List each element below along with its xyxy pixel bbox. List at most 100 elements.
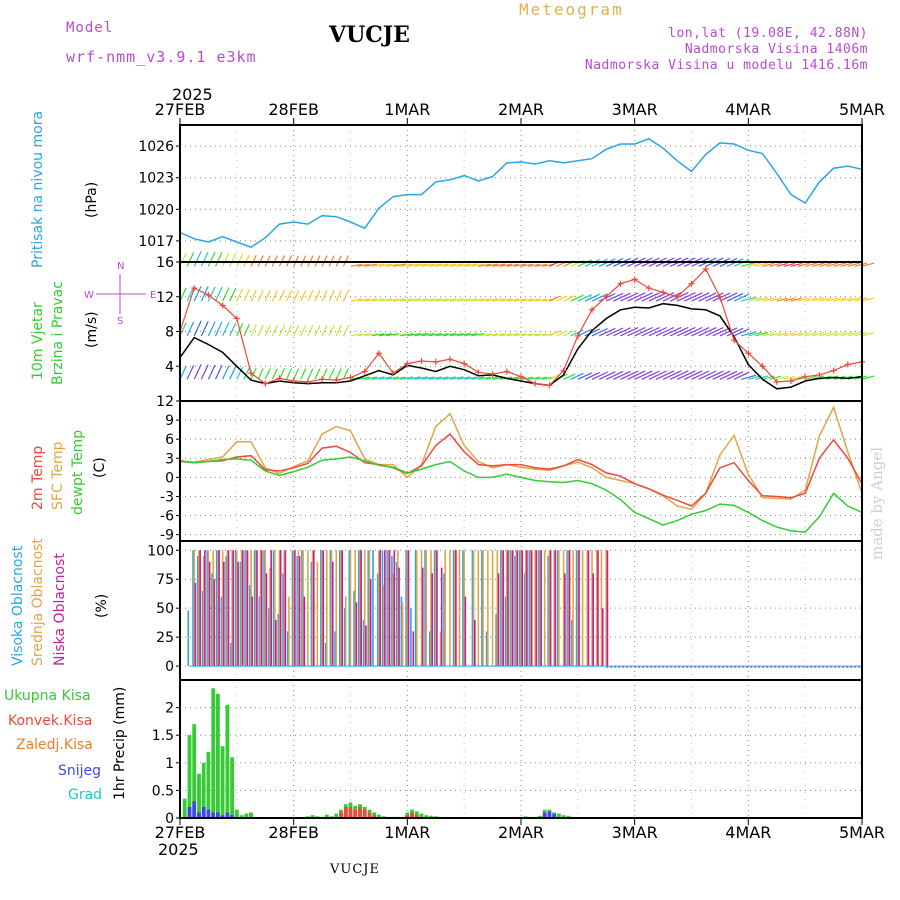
- day-label-top: 1MAR: [384, 100, 430, 119]
- wind-barb: [748, 331, 762, 337]
- wind-label-2: Brzina i Pravac: [50, 281, 66, 385]
- wind-barb: [833, 297, 846, 302]
- wind-barb: [378, 333, 393, 337]
- cloud-label-high: Visoka Oblacnost: [10, 545, 26, 666]
- wind-barb: [527, 298, 541, 302]
- wind-barb: [342, 289, 350, 302]
- wind-barb: [286, 289, 293, 302]
- gust-marker: [290, 378, 297, 385]
- wind-barb: [193, 285, 202, 302]
- precip-bar-snijeg: [201, 807, 206, 818]
- footer-station: VUCJE: [330, 862, 380, 877]
- day-label-top: 5MAR: [839, 100, 885, 119]
- wind-barb: [492, 333, 506, 337]
- wind-barb: [307, 368, 314, 380]
- wind-barb: [805, 332, 817, 337]
- wind-barb: [726, 327, 744, 337]
- precip-bar-ukupnakisa: [557, 813, 561, 818]
- wind-barb: [691, 292, 710, 302]
- precip-bar-ukupnakisa: [239, 815, 244, 818]
- gust-marker: [418, 358, 425, 365]
- pressure-unit: (hPa): [84, 182, 100, 218]
- wind-barb: [414, 298, 428, 302]
- wind-barb: [528, 263, 541, 267]
- wind-barb: [712, 370, 731, 380]
- wind-barb: [805, 262, 817, 267]
- precip-bar-ukupnakisa: [334, 813, 339, 818]
- wind-barb: [278, 368, 286, 380]
- gust-marker: [461, 360, 468, 367]
- day-label-bottom: 1MAR: [384, 823, 430, 842]
- wind-barb: [620, 327, 639, 337]
- precip-unit: 1hr Precip (mm): [112, 687, 128, 800]
- gust-marker: [304, 378, 311, 385]
- wind-barb: [556, 295, 568, 302]
- wind-barb: [456, 332, 471, 337]
- wind-barb: [861, 297, 875, 302]
- y-tick-label: 0: [165, 811, 174, 827]
- wind-barb: [321, 324, 328, 337]
- wind-barb: [620, 370, 639, 380]
- precip-bar-snijeg: [206, 809, 211, 818]
- wind-barb: [769, 375, 782, 380]
- wind-barb: [662, 326, 682, 337]
- day-label-top: 27FEB: [155, 100, 206, 119]
- y-tick-label: 9: [165, 413, 174, 429]
- wind-barb: [214, 252, 223, 267]
- wind-barb: [726, 293, 744, 302]
- wind-barb: [335, 324, 342, 337]
- wind-barb: [556, 330, 568, 337]
- wind-barb: [513, 298, 527, 302]
- wind-barb: [414, 376, 428, 380]
- wind-barb: [485, 376, 499, 380]
- precip-bar-konvekkisa: [339, 812, 343, 818]
- wind-barb: [364, 298, 378, 302]
- precip-bar-ukupnakisa: [192, 724, 197, 818]
- wind-barb: [563, 295, 576, 302]
- wind-barb: [733, 293, 750, 302]
- precip-label-snow: Snijeg: [58, 763, 101, 779]
- precip-bar-snijeg: [542, 812, 547, 818]
- wind-barb: [854, 297, 868, 302]
- precip-bar-ukupnakisa: [377, 814, 381, 818]
- wind-barb: [300, 255, 307, 267]
- wind-barb: [826, 262, 839, 267]
- wind-barb: [222, 321, 230, 337]
- wind-barb: [833, 262, 846, 267]
- precip-bar-ukupnakisa: [561, 815, 566, 818]
- wind-barb: [428, 332, 442, 337]
- wind-barb: [669, 370, 689, 380]
- wind-barb: [478, 376, 491, 380]
- wind-barb: [705, 370, 724, 380]
- precip-bar-snijeg: [216, 812, 220, 818]
- wind-barb: [805, 375, 817, 380]
- y-tick-label: 1: [165, 756, 174, 772]
- wind-barb: [442, 332, 457, 337]
- wind-barb: [513, 263, 527, 267]
- wind-barb: [286, 368, 293, 380]
- wind-barb: [797, 262, 810, 267]
- wind-barb: [371, 333, 385, 337]
- gust-marker: [702, 265, 709, 272]
- wind-barb: [499, 263, 513, 267]
- y-tick-label: -9: [160, 528, 174, 544]
- gust-marker: [816, 371, 823, 378]
- wind-barb: [342, 255, 350, 267]
- precip-bar-konvekkisa: [343, 807, 348, 818]
- pressure-label: Pritisak na nivou mora: [30, 111, 46, 268]
- day-label-top: 28FEB: [268, 100, 319, 119]
- wind-barb: [776, 297, 788, 302]
- gust-marker: [560, 367, 567, 374]
- wind-barb: [193, 364, 202, 380]
- wind-barb: [748, 296, 762, 302]
- wind-barb: [520, 298, 534, 302]
- wind-barb: [350, 333, 363, 337]
- wind-barb: [812, 332, 825, 337]
- compass-s: S: [117, 316, 123, 327]
- wind-barb: [762, 262, 775, 267]
- precip-label-hail: Grad: [68, 787, 102, 803]
- wind-barb: [385, 333, 399, 337]
- wind-barb: [471, 376, 485, 380]
- wind-barb: [812, 297, 825, 302]
- precip-label-conv: Konvek.Kisa: [8, 713, 92, 729]
